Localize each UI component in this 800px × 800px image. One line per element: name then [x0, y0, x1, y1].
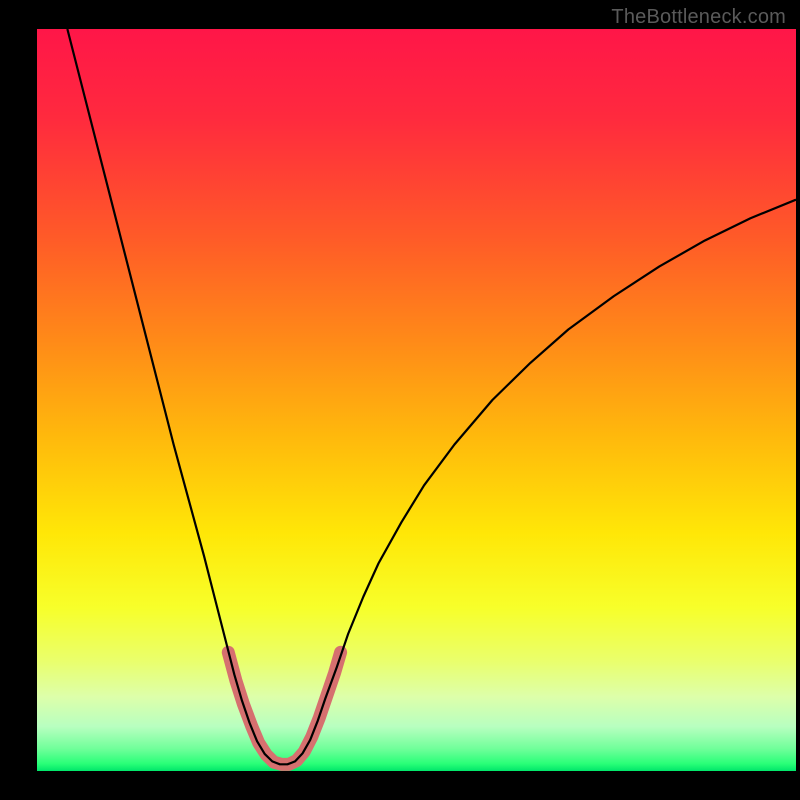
- watermark-text: TheBottleneck.com: [611, 6, 786, 29]
- chart-plot-area: [37, 29, 796, 771]
- chart-background: [37, 29, 796, 771]
- chart-svg: [37, 29, 796, 771]
